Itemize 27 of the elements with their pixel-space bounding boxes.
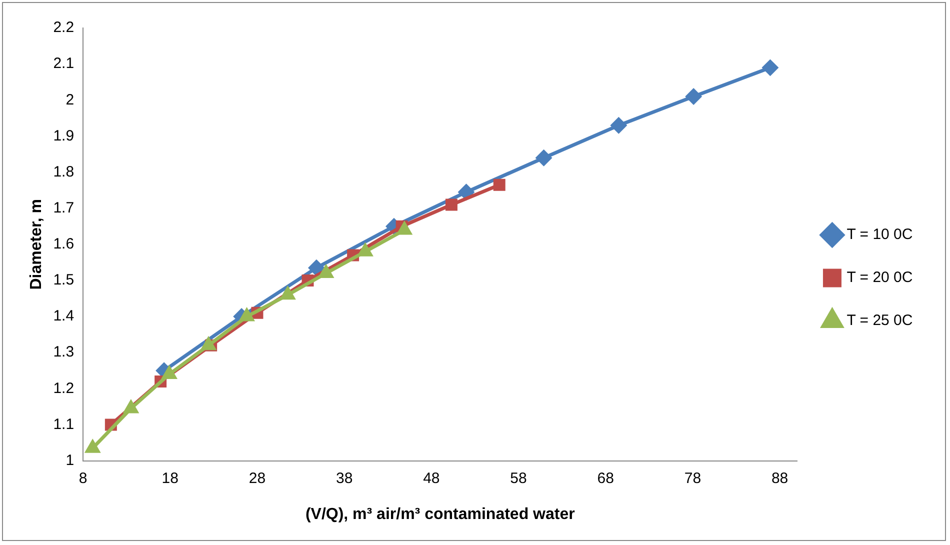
y-tick-label: 1.9	[53, 127, 74, 144]
x-tick-label: 28	[248, 470, 266, 487]
x-tick-label: 38	[336, 470, 353, 487]
y-tick-label: 1.3	[53, 344, 74, 361]
x-tick-label: 78	[684, 470, 702, 487]
x-tick-label: 8	[78, 470, 88, 487]
x-tick-label: 18	[162, 470, 178, 487]
y-tick-label: 2.1	[53, 55, 74, 72]
y-tick-label: 1.4	[53, 308, 74, 325]
y-tick-label: 1.1	[53, 416, 74, 433]
y-tick-label: 1	[66, 452, 74, 469]
x-tick-label: 58	[510, 470, 527, 487]
legend-label: T = 25 0C	[846, 312, 913, 330]
legend-label: T = 10 0C	[846, 226, 913, 244]
y-tick-label: 1.6	[53, 236, 74, 253]
y-tick-label: 1.8	[53, 163, 74, 180]
y-tick-label: 2	[66, 91, 74, 108]
x-tick-label: 68	[597, 470, 614, 487]
x-axis-title: (V/Q), m³ air/m³ contaminated water	[305, 506, 575, 523]
legend-label: T = 20 0C	[846, 269, 913, 286]
y-tick-label: 1.7	[53, 199, 74, 216]
y-tick-label: 2.2	[53, 19, 74, 36]
y-tick-label: 1.5	[53, 272, 74, 289]
x-tick-label: 88	[771, 470, 788, 487]
y-axis-title: Diameter, m	[28, 199, 46, 290]
x-tick-label: 48	[423, 470, 440, 487]
y-tick-label: 1.2	[53, 380, 74, 397]
